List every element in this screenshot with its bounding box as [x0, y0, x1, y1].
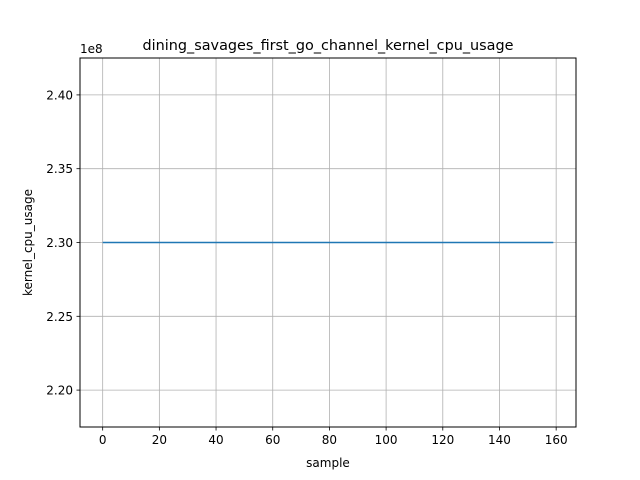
y-tick-label: 2.35	[46, 162, 73, 176]
x-axis-label: sample	[306, 456, 350, 470]
y-tick-label: 2.40	[46, 88, 73, 102]
ticks: 0 20 40 60 80 100 120 140 160 2.20 2.25 2.30 2.35 2.4…	[46, 88, 567, 447]
x-tick-label: 20	[152, 433, 167, 447]
x-tick-label: 120	[431, 433, 454, 447]
x-tick-label: 160	[545, 433, 568, 447]
y-tick-label: 2.25	[46, 310, 73, 324]
y-tick-label: 2.20	[46, 384, 73, 398]
x-tick-label: 0	[99, 433, 107, 447]
x-tick-label: 100	[375, 433, 398, 447]
y-tick-label: 2.30	[46, 236, 73, 250]
x-tick-label: 60	[265, 433, 280, 447]
y-axis-offset-label: 1e8	[80, 42, 103, 56]
chart-title: dining_savages_first_go_channel_kernel_c…	[143, 38, 514, 54]
x-tick-label: 40	[208, 433, 223, 447]
x-tick-label: 80	[322, 433, 337, 447]
x-tick-label: 140	[488, 433, 511, 447]
y-axis-label: kernel_cpu_usage	[21, 189, 35, 296]
